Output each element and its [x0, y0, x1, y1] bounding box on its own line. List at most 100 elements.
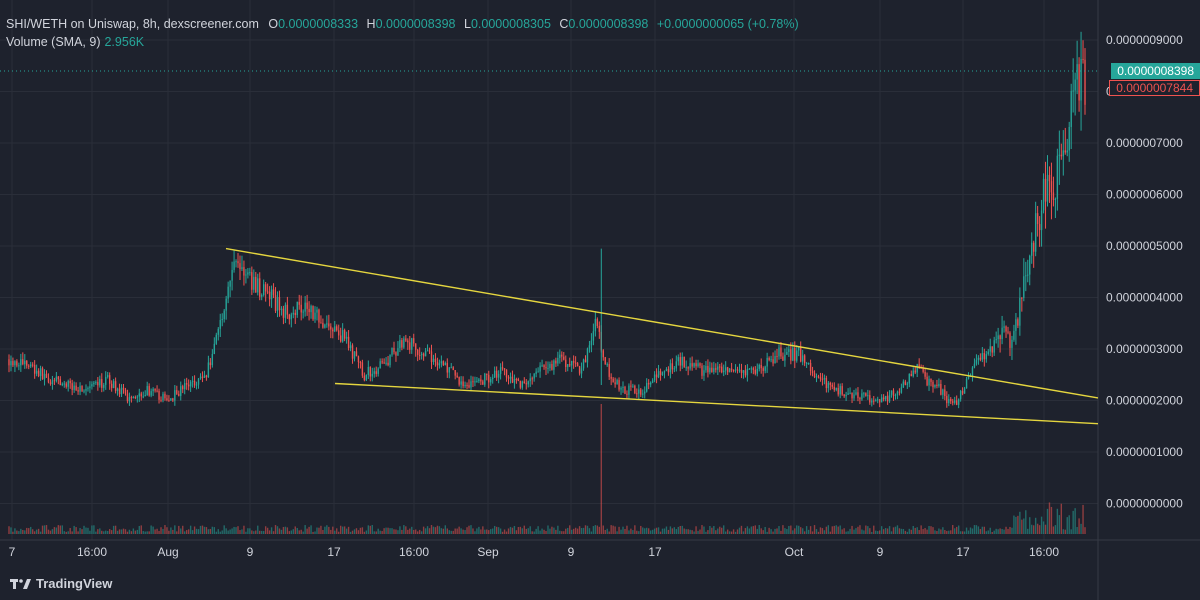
candle-body: [1031, 242, 1033, 256]
candle-body: [719, 366, 721, 368]
volume-bar: [365, 530, 368, 534]
volume-label[interactable]: Volume (SMA, 9): [6, 35, 101, 49]
candle-body: [837, 387, 839, 395]
candle-body: [284, 304, 287, 318]
candle-body: [110, 383, 113, 389]
candle-body: [355, 351, 358, 357]
volume-bar: [107, 530, 109, 534]
volume-bar: [667, 529, 670, 534]
candle-body: [699, 363, 701, 366]
volume-bar: [268, 530, 271, 534]
volume-bar: [843, 528, 845, 534]
candle-body: [559, 354, 561, 358]
candle-body: [349, 345, 352, 349]
candle-body: [103, 384, 105, 388]
candle-body: [620, 388, 622, 390]
volume-bar: [644, 528, 646, 534]
candle-body: [401, 340, 403, 348]
volume-bar: [1017, 515, 1019, 534]
candle-body: [914, 370, 916, 373]
candle-body: [626, 393, 628, 395]
candle-body: [926, 376, 928, 386]
candle-body: [932, 381, 934, 388]
candle-body: [711, 367, 713, 372]
candle-body: [41, 368, 44, 380]
candle-body: [73, 385, 75, 390]
candle-body: [908, 373, 910, 384]
volume-bar: [304, 525, 306, 534]
candle-body: [839, 386, 841, 395]
volume-bar: [894, 526, 897, 534]
volume-bar: [83, 525, 85, 534]
y-tick-label: 0.0000007000: [1106, 136, 1183, 150]
candle-body: [142, 396, 144, 398]
volume-bar: [373, 531, 375, 534]
candle-body: [954, 400, 956, 403]
volume-bar: [89, 530, 91, 534]
candle-body: [857, 392, 859, 399]
volume-bar: [533, 531, 535, 534]
candle-body: [134, 397, 137, 399]
candle-body: [440, 361, 443, 364]
candle-body: [841, 386, 843, 395]
candle-body: [415, 343, 417, 350]
volume-bar: [742, 531, 745, 534]
candle-body: [434, 358, 437, 362]
volume-bar: [199, 525, 202, 534]
candle-body: [758, 364, 760, 369]
candle-body: [65, 383, 67, 387]
volume-bar: [1005, 526, 1007, 534]
volume-bar: [55, 527, 58, 534]
candle-body: [383, 362, 385, 364]
close-value: 0.0000008398: [568, 17, 649, 31]
candle-body: [636, 393, 638, 395]
candle-body: [616, 380, 618, 385]
candle-body: [468, 385, 470, 388]
volume-bar: [1064, 529, 1066, 534]
volume-bar: [531, 531, 533, 534]
candle-body: [563, 356, 565, 360]
volume-bar: [328, 526, 330, 534]
volume-bar: [774, 528, 776, 534]
volume-bar: [110, 530, 113, 534]
candle-body: [760, 364, 762, 369]
volume-bar: [341, 526, 344, 534]
volume-bar: [981, 526, 984, 534]
candle-body: [861, 393, 863, 400]
volume-bar: [576, 528, 579, 534]
candle-body: [576, 363, 579, 367]
candle-body: [659, 371, 662, 376]
x-tick-label: Aug: [157, 545, 178, 559]
candle-body: [924, 371, 926, 377]
volume-bar: [237, 526, 239, 534]
candle-body: [395, 352, 397, 356]
candle-body: [1040, 210, 1043, 231]
candle-body: [488, 374, 490, 383]
volume-bar: [472, 528, 474, 534]
candle-body: [478, 379, 480, 382]
volume-bar: [150, 525, 152, 534]
volume-bar: [975, 525, 978, 534]
symbol-title[interactable]: SHI/WETH on Uniswap, 8h, dexscreener.com: [6, 17, 259, 31]
change-value: +0.0000000065 (+0.78%): [656, 17, 799, 31]
volume-bar: [969, 527, 972, 534]
volume-bar: [314, 531, 316, 534]
candle-body: [1044, 178, 1047, 202]
candle-body: [172, 398, 174, 401]
volume-bar: [732, 529, 735, 534]
tradingview-logo[interactable]: TradingView: [10, 576, 112, 591]
x-tick-label: 17: [648, 545, 662, 559]
volume-bar: [724, 531, 727, 534]
candle-body: [466, 385, 468, 387]
candle-body: [1054, 198, 1057, 200]
volume-bar: [1038, 525, 1041, 534]
candle-body: [205, 375, 208, 378]
volume-bar: [182, 525, 184, 534]
candle-body: [790, 349, 792, 361]
volume-bar: [886, 528, 889, 534]
volume-bar: [890, 531, 893, 534]
x-tick-label: Oct: [785, 545, 804, 559]
candle-body: [69, 380, 71, 384]
